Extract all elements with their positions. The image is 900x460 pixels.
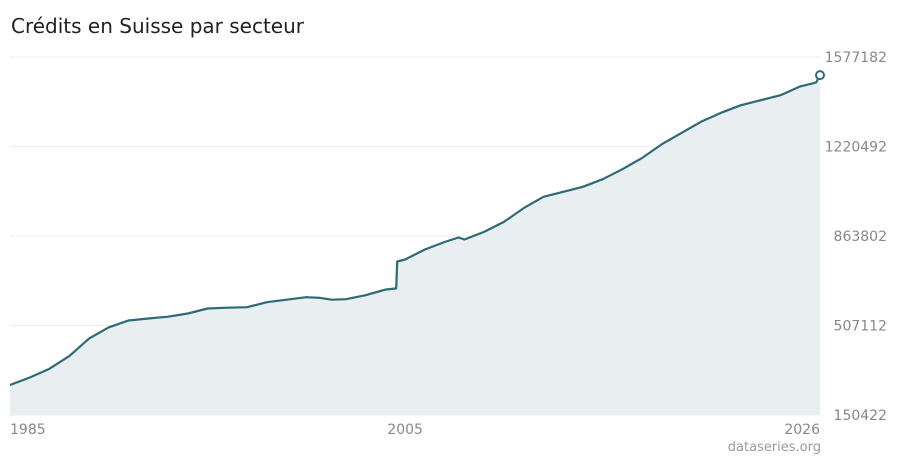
chart-title: Crédits en Suisse par secteur	[11, 14, 304, 38]
y-tick-label: 150422	[834, 408, 887, 424]
y-tick-label: 1577182	[825, 50, 887, 66]
series-line	[9, 74, 821, 387]
area-fill	[10, 75, 820, 415]
x-tick-label: 1985	[10, 422, 46, 438]
x-tick-label: 2026	[784, 422, 820, 438]
source-label: dataseries.org	[727, 440, 821, 455]
y-tick-label: 1220492	[825, 140, 887, 156]
x-axis-ticks: 1985 2005 2026	[10, 422, 820, 438]
last-point-marker	[815, 70, 825, 81]
y-axis-ticks: 1577182 1220492 863802 507112 150422	[825, 50, 887, 424]
y-tick-label: 863802	[834, 229, 887, 245]
y-tick-label: 507112	[834, 319, 887, 335]
x-tick-label: 2005	[387, 422, 423, 438]
